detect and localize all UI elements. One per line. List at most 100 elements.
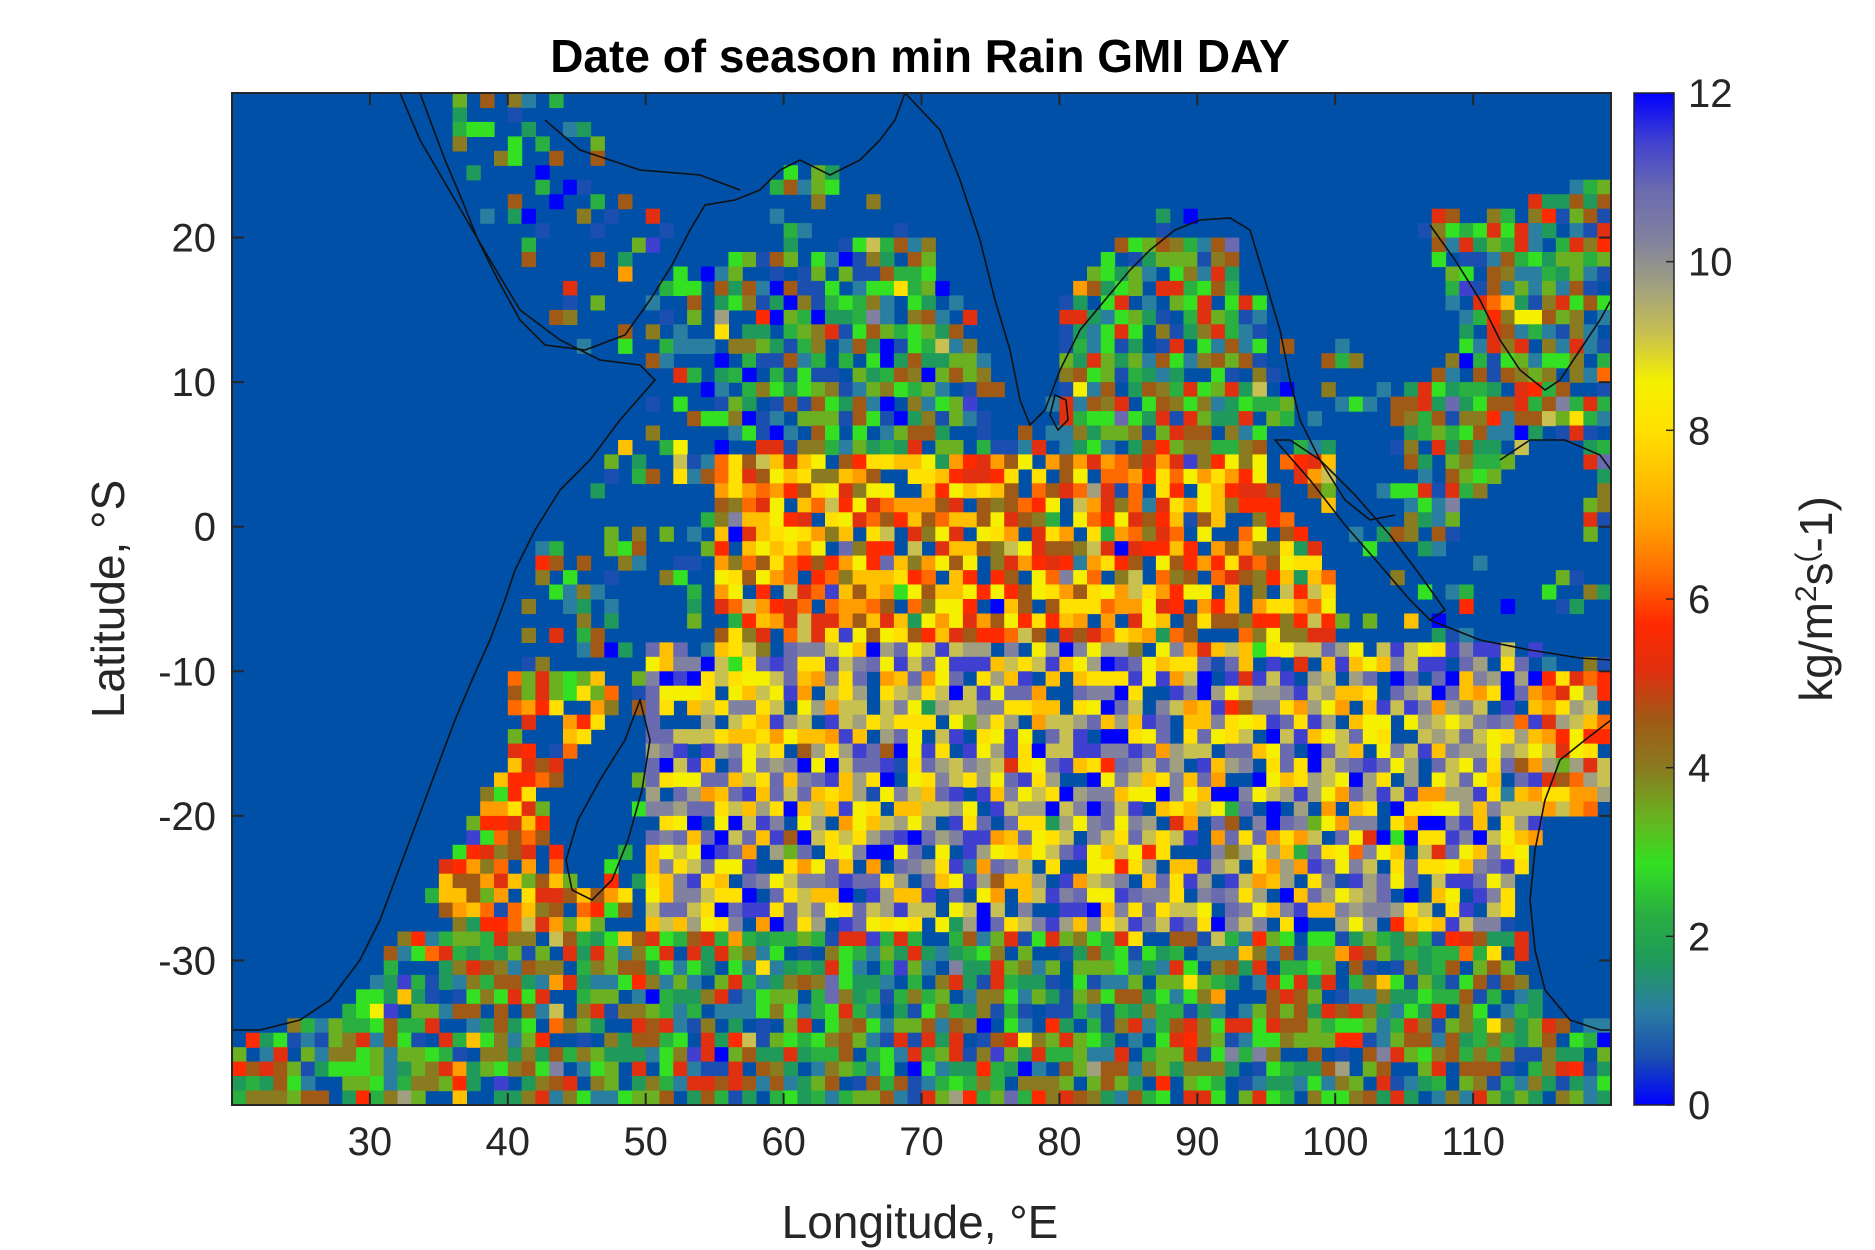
heatmap-cell [438, 902, 454, 918]
heatmap-cell [797, 179, 812, 195]
heatmap-cell [907, 353, 923, 369]
heatmap-cell [1045, 512, 1060, 528]
heatmap-cell [1073, 1090, 1088, 1105]
heatmap-cell [1100, 830, 1116, 846]
heatmap-cell [1555, 237, 1571, 253]
heatmap-cell [687, 584, 702, 600]
heatmap-cell [825, 570, 840, 586]
heatmap-cell [1335, 772, 1350, 788]
heatmap-cell [1100, 888, 1116, 904]
heatmap-cell [1486, 859, 1502, 875]
heatmap-cell [1293, 960, 1309, 976]
heatmap-cell [1224, 873, 1240, 889]
heatmap-cell [1280, 1032, 1295, 1048]
heatmap-cell [1417, 497, 1433, 513]
heatmap-cell [1252, 1047, 1267, 1063]
heatmap-cell [990, 974, 1005, 990]
heatmap-cell [1445, 931, 1460, 947]
heatmap-cell [1486, 252, 1502, 268]
heatmap-cell [797, 974, 812, 990]
heatmap-cell [1445, 946, 1460, 962]
heatmap-cell [769, 960, 785, 976]
heatmap-cell [907, 454, 923, 470]
heatmap-cell [673, 830, 688, 846]
heatmap-cell [838, 237, 854, 253]
heatmap-cell [1169, 1047, 1185, 1063]
heatmap-cell [893, 1003, 909, 1019]
heatmap-cell [1390, 1032, 1405, 1048]
heatmap-cell [1293, 1076, 1309, 1092]
heatmap-cell [1059, 454, 1074, 470]
heatmap-cell [1459, 931, 1474, 947]
heatmap-cell [1376, 743, 1391, 759]
heatmap-cell [1500, 208, 1516, 224]
heatmap-cell [1155, 309, 1171, 325]
heatmap-cell [1031, 541, 1047, 557]
heatmap-cell [825, 1076, 840, 1092]
heatmap-cell [576, 642, 592, 658]
heatmap-cell [811, 786, 826, 802]
heatmap-cell [1224, 859, 1240, 875]
heatmap-cell [687, 411, 702, 427]
heatmap-cell [1514, 685, 1529, 701]
heatmap-cell [480, 873, 495, 889]
heatmap-cell [507, 989, 523, 1005]
heatmap-cell [880, 786, 895, 802]
heatmap-cell [921, 252, 936, 268]
heatmap-cell [1100, 440, 1116, 456]
heatmap-cell [1486, 266, 1502, 282]
heatmap-cell [714, 555, 729, 571]
heatmap-cell [783, 454, 798, 470]
heatmap-cell [1155, 382, 1171, 398]
heatmap-cell [1280, 411, 1295, 427]
heatmap-cell [728, 396, 743, 412]
heatmap-cell [369, 1076, 385, 1092]
heatmap-cell [383, 974, 399, 990]
heatmap-cell [1362, 1003, 1378, 1019]
heatmap-cell [1459, 1018, 1474, 1034]
heatmap-cell [535, 888, 550, 904]
heatmap-cell [1183, 570, 1198, 586]
heatmap-cell [1031, 1047, 1047, 1063]
heatmap-cell [1555, 570, 1571, 586]
heatmap-cell [369, 1032, 385, 1048]
heatmap-cell [1142, 902, 1157, 918]
heatmap-cell [907, 1047, 923, 1063]
heatmap-cell [494, 1061, 509, 1077]
heatmap-cell [1224, 324, 1240, 340]
heatmap-cell [907, 367, 923, 383]
heatmap-cell [1142, 526, 1157, 542]
heatmap-cell [673, 815, 688, 831]
heatmap-cell [783, 555, 798, 571]
heatmap-cell [1004, 873, 1019, 889]
heatmap-cell [1142, 382, 1157, 398]
heatmap-cell [1293, 902, 1309, 918]
heatmap-cell [645, 1090, 661, 1105]
heatmap-cell [1114, 338, 1129, 354]
heatmap-cell [480, 208, 495, 224]
heatmap-cell [728, 411, 743, 427]
heatmap-cell [645, 237, 661, 253]
heatmap-cell [976, 656, 992, 672]
heatmap-cell [1335, 1003, 1350, 1019]
heatmap-cell [1390, 946, 1405, 962]
heatmap-cell [756, 989, 771, 1005]
heatmap-cell [1155, 584, 1171, 600]
heatmap-cell [1569, 237, 1584, 253]
heatmap-cell [480, 1032, 495, 1048]
heatmap-cell [852, 1018, 867, 1034]
heatmap-cell [1266, 642, 1281, 658]
heatmap-cell [907, 1061, 923, 1077]
heatmap-cell [494, 1018, 509, 1034]
heatmap-cell [687, 815, 702, 831]
heatmap-cell [1417, 541, 1433, 557]
heatmap-cell [935, 1003, 950, 1019]
heatmap-cell [1197, 237, 1212, 253]
heatmap-cell [838, 888, 854, 904]
heatmap-cell [1128, 440, 1143, 456]
heatmap-cell [714, 1032, 729, 1048]
heatmap-cell [893, 280, 909, 296]
heatmap-cell [1569, 266, 1584, 282]
heatmap-cell [852, 844, 867, 860]
heatmap-cell [852, 555, 867, 571]
